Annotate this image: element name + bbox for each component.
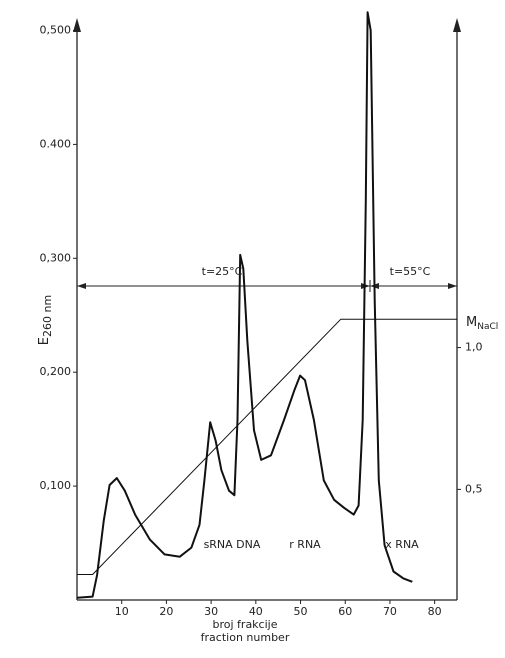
x-tick-label: 10 bbox=[115, 605, 129, 618]
x-axis-label: fraction number bbox=[201, 631, 290, 644]
bracket-arrows bbox=[77, 283, 457, 289]
y-tick-label: 0.400 bbox=[40, 137, 72, 150]
x-tick-label: 20 bbox=[159, 605, 173, 618]
x-tick-label: 60 bbox=[338, 605, 352, 618]
y-label-sub: 260 nm bbox=[41, 295, 54, 337]
annotation: t=55°C bbox=[390, 265, 431, 278]
series-line bbox=[76, 11, 413, 599]
y2-tick-label: 0,5 bbox=[465, 482, 483, 495]
annotation: sRNA DNA bbox=[204, 538, 261, 551]
x-tick-label: 80 bbox=[428, 605, 442, 618]
axes bbox=[73, 18, 461, 601]
y-tick-label: 0,500 bbox=[40, 24, 72, 37]
x-tick-label: 30 bbox=[204, 605, 218, 618]
x-tick-label: 50 bbox=[294, 605, 308, 618]
y2-label-sub: NaCl bbox=[477, 322, 498, 332]
x-axis-label: broj frakcije bbox=[213, 618, 278, 631]
x-tick-label: 70 bbox=[383, 605, 397, 618]
y2-axis-arrow bbox=[453, 18, 461, 32]
y-axis-arrow bbox=[73, 18, 81, 32]
y-label-main: E bbox=[37, 337, 52, 345]
series-line bbox=[77, 318, 457, 575]
annotation: r RNA bbox=[289, 538, 321, 551]
y2-tick-label: 1,0 bbox=[465, 341, 483, 354]
y-tick-label: 0,100 bbox=[40, 479, 72, 492]
y2-axis-label: MNaCl bbox=[466, 315, 498, 332]
y-axis-label: E260 nm bbox=[37, 295, 55, 345]
annotation: x RNA bbox=[385, 538, 419, 551]
y-tick-label: 0,200 bbox=[40, 365, 72, 378]
y2-label-main: M bbox=[466, 315, 477, 330]
annotation: t=25°C bbox=[202, 265, 243, 278]
x-tick-label: 40 bbox=[249, 605, 263, 618]
y-tick-label: 0,300 bbox=[40, 251, 72, 264]
